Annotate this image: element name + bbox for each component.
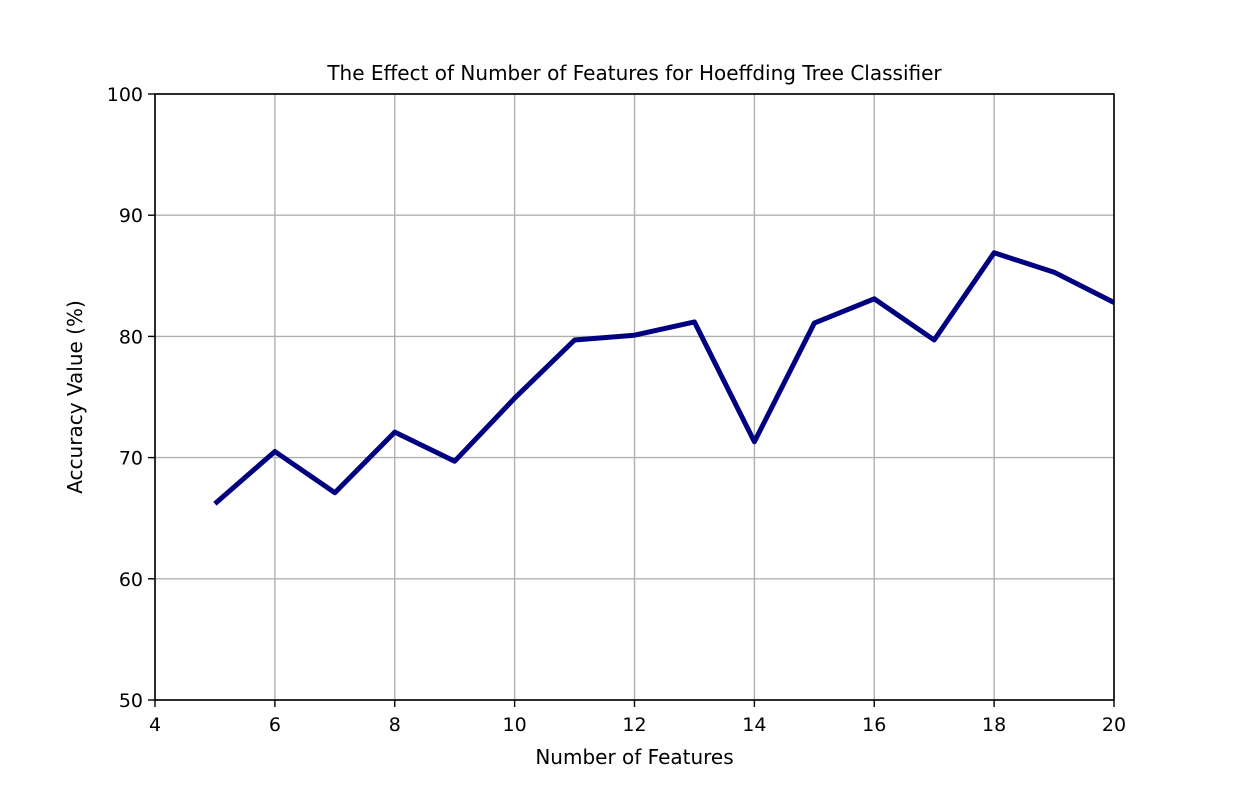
x-tick-label: 4 [149, 714, 161, 736]
x-axis-label: Number of Features [535, 745, 733, 769]
y-axis-label: Accuracy Value (%) [63, 300, 87, 494]
x-tick-label: 14 [742, 714, 766, 736]
y-tick-label: 70 [119, 448, 143, 470]
y-tick-label: 80 [119, 326, 143, 348]
y-tick-label: 90 [119, 205, 143, 227]
x-tick-label: 16 [862, 714, 886, 736]
grid [154, 93, 1115, 701]
y-tick-label: 100 [107, 84, 143, 106]
x-tick-label: 10 [503, 714, 527, 736]
series-line [213, 250, 1116, 506]
x-tick-label: 20 [1102, 714, 1126, 736]
y-tick-label: 50 [119, 690, 143, 712]
x-tick-label: 12 [622, 714, 646, 736]
ticks: 4 6 8 10 12 14 16 18 20 50 60 70 80 90 100 [107, 84, 1126, 736]
x-tick-label: 18 [982, 714, 1006, 736]
x-tick-label: 8 [389, 714, 401, 736]
series-layer [213, 250, 1116, 506]
y-tick-label: 60 [119, 569, 143, 591]
x-tick-label: 6 [269, 714, 281, 736]
chart-title: The Effect of Number of Features for Hoe… [326, 61, 942, 85]
